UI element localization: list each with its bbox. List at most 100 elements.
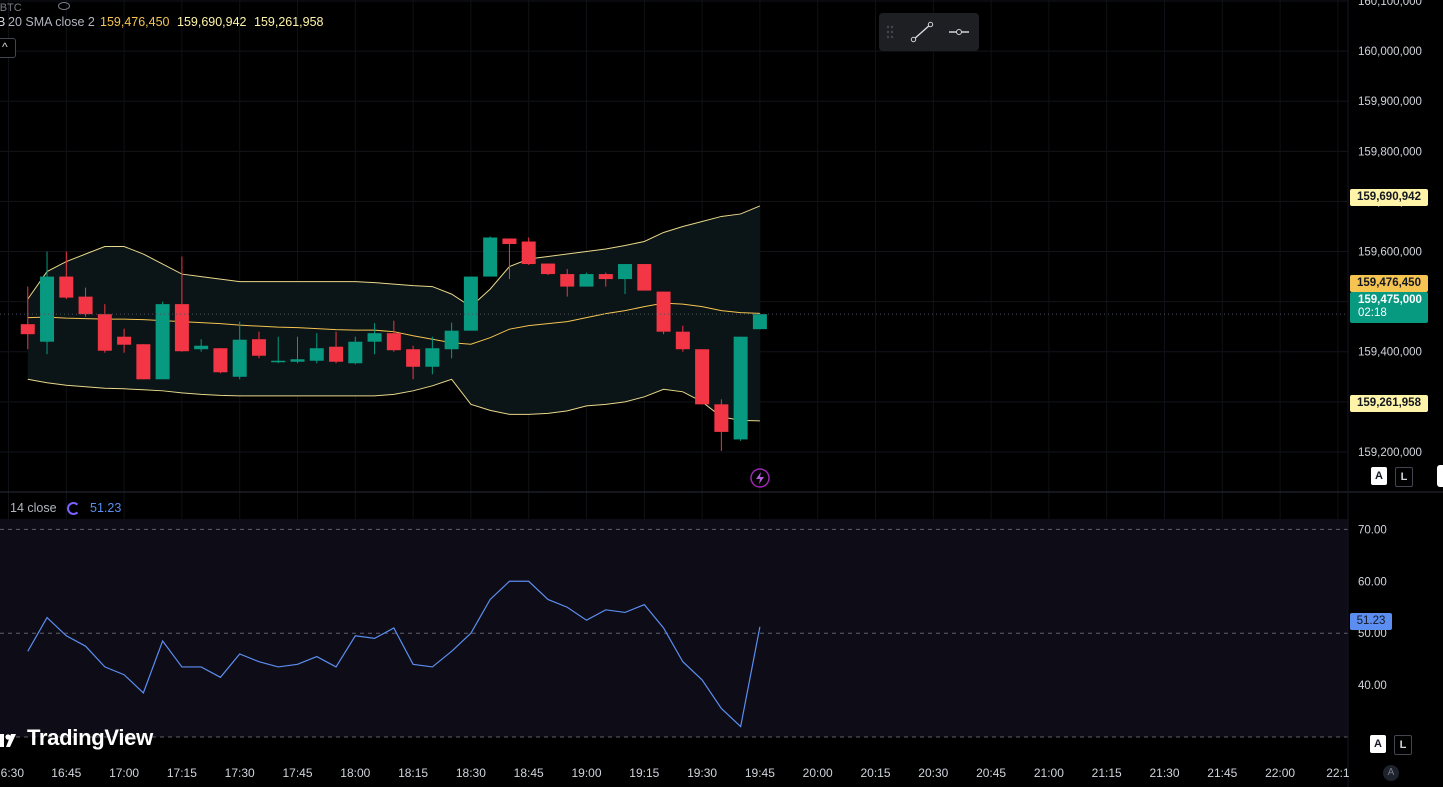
candlestick-series[interactable] — [20, 236, 767, 451]
time-axis-label: 20:15 — [860, 766, 890, 780]
candle — [463, 276, 478, 331]
candle-body — [714, 404, 729, 432]
candle — [117, 328, 132, 353]
candle-body — [579, 274, 594, 287]
candle-body — [752, 314, 767, 330]
candle — [675, 325, 690, 352]
bb-label: 20 SMA close 2 — [8, 15, 95, 29]
lightning-alert-icon[interactable] — [750, 468, 770, 488]
bollinger-band-area — [27, 205, 760, 421]
candle — [213, 348, 228, 374]
collapse-legend-button[interactable]: ^ — [0, 38, 16, 58]
time-axis-label: 21:15 — [1092, 766, 1122, 780]
time-axis-label: 16:45 — [51, 766, 81, 780]
candle-body — [290, 359, 305, 362]
log-scale-button[interactable]: L — [1395, 467, 1413, 487]
time-axis-auto-button[interactable]: A — [1383, 765, 1399, 781]
candle — [618, 264, 633, 295]
candle-body — [348, 341, 363, 364]
candle — [579, 272, 594, 287]
price-axis-label: 160,000,000 — [1358, 46, 1422, 58]
time-axis-label: 18:30 — [456, 766, 486, 780]
candle-body — [194, 345, 209, 350]
candle — [695, 349, 710, 405]
rsi-axis-label: 60.00 — [1358, 576, 1387, 588]
candle-body — [78, 296, 93, 315]
candle — [406, 345, 421, 380]
time-axis-label: 6:30 — [1, 766, 25, 780]
candle — [136, 344, 151, 380]
rsi-refresh-icon[interactable] — [67, 502, 80, 515]
time-axis-label: 21:45 — [1207, 766, 1237, 780]
candle — [752, 314, 767, 330]
price-axis-label: 159,600,000 — [1358, 247, 1422, 259]
candle — [20, 286, 35, 350]
candle-body — [117, 336, 132, 345]
trend-line-icon[interactable] — [910, 21, 934, 43]
drawing-toolbar — [879, 13, 979, 51]
time-axis-label: 22:00 — [1265, 766, 1295, 780]
candle — [733, 336, 748, 441]
time-axis-label: 21:00 — [1034, 766, 1064, 780]
bb-upper-value: 159,690,942 — [177, 15, 247, 29]
time-axis-label: 19:45 — [745, 766, 775, 780]
price-axis-label: 159,900,000 — [1358, 96, 1422, 108]
rsi-axis-label: 70.00 — [1358, 524, 1387, 536]
candle — [271, 336, 286, 364]
rsi-axis-label: 50.00 — [1358, 628, 1387, 640]
candle-body — [540, 263, 555, 275]
price-axis[interactable]: 160,100,000 160,000,000 159,900,000 159,800… — [1358, 0, 1422, 692]
candle-body — [174, 304, 189, 352]
rsi-series[interactable] — [27, 580, 761, 728]
candle — [78, 287, 93, 317]
candle — [540, 263, 555, 276]
candle — [714, 399, 729, 451]
time-axis[interactable]: 6:30 16:45 17:00 17:15 17:30 17:45 18:00 18:15 1… — [1, 766, 1350, 780]
settings-edge-button[interactable] — [1437, 465, 1443, 487]
time-axis-label: 20:45 — [976, 766, 1006, 780]
candle — [656, 291, 671, 335]
candle-body — [598, 274, 613, 280]
time-axis-label: 17:45 — [282, 766, 312, 780]
time-axis-label: 18:15 — [398, 766, 428, 780]
drag-handle-icon[interactable] — [886, 25, 894, 39]
bb-prefix: B — [0, 15, 6, 29]
time-axis-label: 17:15 — [167, 766, 197, 780]
time-axis-label: 22:1 — [1326, 766, 1350, 780]
candle-body — [675, 331, 690, 350]
last-price-tag: 159,475,000 02:18 — [1350, 292, 1428, 323]
rsi-label: 14 close — [10, 501, 57, 515]
candle-body — [309, 348, 324, 361]
candle-body — [618, 264, 633, 280]
candle — [502, 238, 517, 280]
candle-body — [155, 304, 170, 380]
candle — [251, 331, 266, 359]
time-axis-label: 17:00 — [109, 766, 139, 780]
legend-symbol-fragment: · BTC — [0, 2, 22, 14]
candle-body — [59, 276, 74, 298]
price-axis-label: 159,800,000 — [1358, 146, 1422, 158]
bb-lower-line — [27, 378, 760, 422]
horizontal-ray-icon[interactable] — [947, 21, 971, 43]
rsi-log-scale-button[interactable]: L — [1394, 735, 1412, 755]
candle — [367, 323, 382, 355]
candle-body — [251, 339, 266, 356]
rsi-line — [27, 580, 761, 728]
candle-body — [406, 349, 421, 367]
time-axis-label: 20:00 — [803, 766, 833, 780]
rsi-auto-scale-button[interactable]: A — [1370, 735, 1386, 753]
hide-icon[interactable] — [58, 2, 70, 10]
last-price-value: 159,475,000 — [1358, 294, 1422, 306]
auto-scale-button[interactable]: A — [1371, 467, 1387, 485]
bb-basis-price-tag: 159,476,450 — [1350, 275, 1428, 292]
candle — [521, 237, 536, 266]
bb-basis-value: 159,476,450 — [100, 15, 170, 29]
bar-countdown: 02:18 — [1358, 307, 1387, 319]
candle-body — [20, 324, 35, 335]
bb-upper-line — [27, 205, 761, 308]
brand-wordmark: TradingView — [27, 725, 153, 750]
time-axis-label: 21:30 — [1149, 766, 1179, 780]
bb-upper-price-tag: 159,690,942 — [1350, 189, 1428, 206]
bb-lower-value: 159,261,958 — [254, 15, 324, 29]
